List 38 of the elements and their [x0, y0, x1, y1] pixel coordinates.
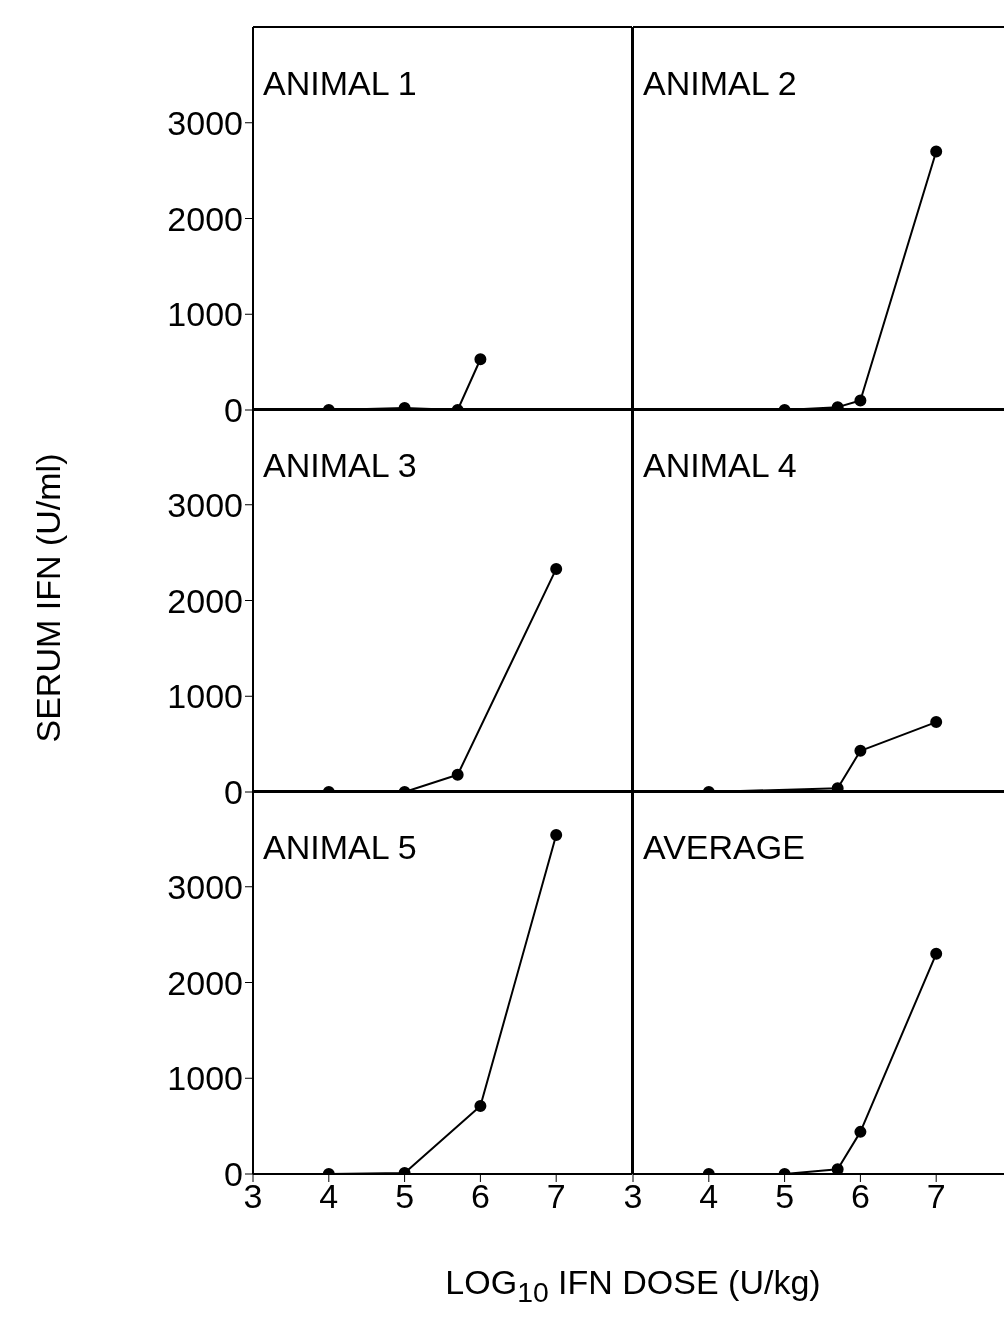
- y-tick-label: 1000: [167, 295, 243, 334]
- y-tick-label: 2000: [167, 199, 243, 238]
- point: [854, 394, 867, 407]
- x-axis-title: LOG$_{10}$ IFN DOSE (U/kg): [445, 1263, 821, 1309]
- y-axis-title: SERUM IFN (U/ml): [28, 453, 68, 743]
- x-tick-label: 3: [243, 1177, 263, 1216]
- y-tick-label: 3000: [167, 485, 243, 524]
- text: ANIMAL 2: [643, 64, 797, 103]
- y-tick-label: 1000: [167, 1059, 243, 1098]
- y-tick-label: 0: [224, 1155, 243, 1194]
- y-tick-label: 2000: [167, 581, 243, 620]
- point: [550, 829, 563, 842]
- x-tick-label: 4: [319, 1177, 339, 1216]
- y-tick-label: 0: [224, 391, 243, 430]
- y-tick-label: 1000: [167, 677, 243, 716]
- y-tick-label: 2000: [167, 963, 243, 1002]
- x-tick-label: 6: [850, 1177, 870, 1216]
- y-tick-label: 3000: [167, 867, 243, 906]
- x-tick-label: 7: [546, 1177, 566, 1216]
- point: [854, 744, 867, 757]
- text: ANIMAL 1: [263, 64, 417, 103]
- y-tick-label: 3000: [167, 103, 243, 142]
- y-tick-label: 0: [224, 773, 243, 812]
- text: ANIMAL 4: [643, 446, 797, 485]
- point: [854, 1125, 867, 1138]
- text: ANIMAL 5: [263, 828, 417, 867]
- point: [930, 947, 943, 960]
- point: [831, 1163, 844, 1174]
- x-tick-label: 5: [775, 1177, 795, 1216]
- x-tick-label: 6: [470, 1177, 490, 1216]
- text: AVERAGE: [643, 828, 805, 867]
- x-tick-label: 4: [699, 1177, 719, 1216]
- x-tick-label: 3: [623, 1177, 643, 1216]
- point: [930, 145, 943, 158]
- text: ANIMAL 3: [263, 446, 417, 485]
- x-tick-label: 7: [926, 1177, 946, 1216]
- point: [930, 716, 943, 729]
- x-tick-label: 5: [395, 1177, 415, 1216]
